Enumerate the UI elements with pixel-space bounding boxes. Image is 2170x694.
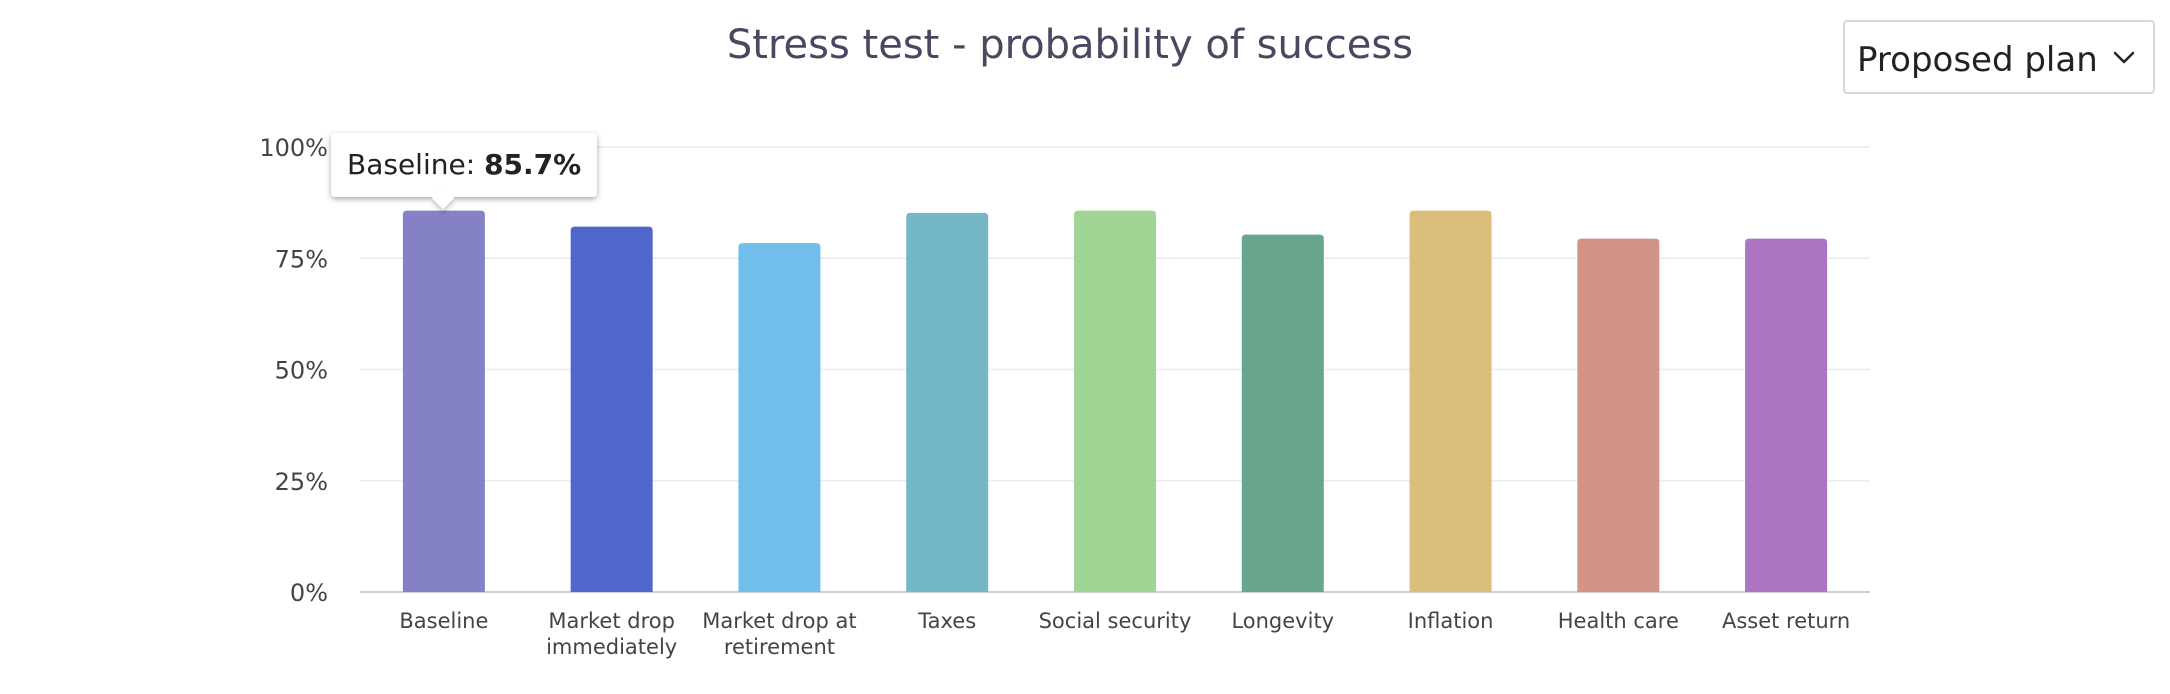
bar[interactable] — [1409, 210, 1492, 592]
x-category-label: Inflation — [1408, 609, 1494, 633]
x-category-label: Longevity — [1231, 609, 1334, 633]
chevron-down-icon — [2113, 51, 2135, 64]
x-category-label: Asset return — [1722, 609, 1850, 633]
tooltip-value: 85.7% — [484, 148, 582, 181]
bar-tooltip: Baseline: 85.7% — [331, 133, 598, 197]
bar[interactable] — [906, 212, 989, 593]
x-category-label: Health care — [1558, 609, 1679, 633]
bar[interactable] — [1577, 238, 1660, 593]
x-category-label: Market drop at — [702, 609, 856, 633]
tooltip-label: Baseline: — [347, 148, 476, 181]
bar[interactable] — [402, 210, 485, 592]
bar[interactable] — [1074, 210, 1156, 592]
y-tick-label: 75% — [275, 245, 328, 273]
y-tick-label: 25% — [275, 468, 328, 496]
y-tick-label: 100% — [259, 134, 328, 162]
x-category-label: Taxes — [917, 609, 976, 633]
bar[interactable] — [570, 226, 653, 592]
x-category-label: Baseline — [399, 609, 488, 633]
chart-title: Stress test - probability of success — [726, 22, 1414, 68]
plan-select-value: Proposed plan — [1857, 40, 2098, 80]
x-category-label: retirement — [724, 635, 835, 659]
x-category-label: immediately — [546, 635, 677, 659]
bar[interactable] — [1241, 234, 1324, 593]
x-category-label: Social security — [1039, 609, 1192, 633]
plan-select-dropdown[interactable]: Proposed plan — [1843, 20, 2155, 94]
bar[interactable] — [1745, 238, 1828, 593]
y-tick-label: 50% — [275, 357, 328, 385]
y-tick-label: 0% — [290, 579, 328, 607]
bar[interactable] — [738, 243, 821, 592]
x-category-label: Market drop — [548, 609, 675, 633]
